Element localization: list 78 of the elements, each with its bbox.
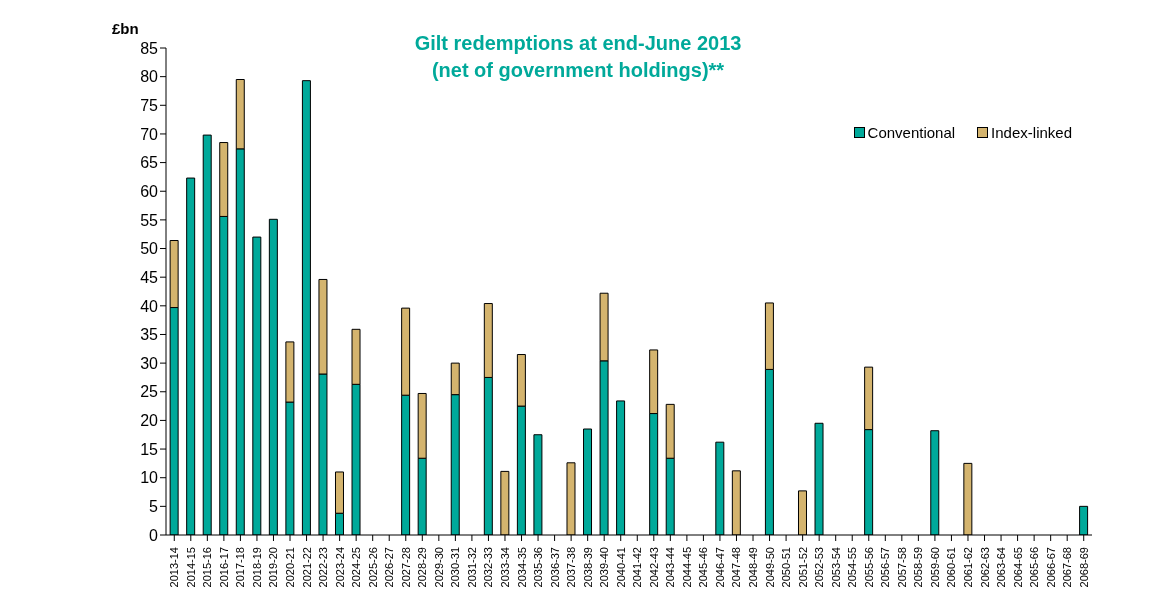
x-tick-label: 2022-23: [317, 547, 330, 588]
y-tick-label: 55: [140, 211, 159, 229]
y-tick-label: 45: [140, 268, 159, 286]
x-tick-label: 2050-51: [780, 547, 793, 588]
x-tick-label: 2029-30: [432, 547, 445, 588]
x-tick-label: 2039-40: [598, 547, 611, 588]
x-tick-label: 2057-58: [895, 547, 908, 588]
x-tick-label: 2035-36: [532, 547, 545, 588]
x-tick-label: 2018-19: [250, 547, 263, 588]
x-tick-label: 2014-15: [184, 547, 197, 588]
x-tick-label: 2021-22: [300, 547, 313, 588]
x-tick-label: 2064-65: [1011, 547, 1024, 588]
y-tick-label: 10: [140, 469, 159, 487]
x-tick-label: 2068-69: [1077, 547, 1090, 588]
legend-label: Conventional: [866, 124, 956, 141]
x-tick-label: 2041-42: [631, 547, 644, 588]
y-tick-label: 70: [140, 125, 159, 143]
y-axis-title: £bn: [112, 20, 139, 37]
x-tick-label: 2025-26: [366, 547, 379, 588]
y-tick-label: 40: [140, 297, 159, 315]
x-tick-label: 2016-17: [217, 547, 230, 588]
x-tick-label: 2030-31: [449, 547, 462, 588]
x-tick-label: 2067-68: [1061, 547, 1074, 588]
x-tick-label: 2062-63: [978, 547, 991, 588]
x-tick-label: 2034-35: [515, 547, 528, 588]
x-tick-label: 2027-28: [399, 547, 412, 588]
x-tick-label: 2056-57: [879, 547, 892, 588]
x-tick-label: 2054-55: [846, 547, 859, 588]
x-tick-label: 2044-45: [680, 547, 693, 588]
chart-title: Gilt redemptions at end-June 2013 (net of government holdings)**: [413, 31, 743, 83]
x-tick-label: 2065-66: [1028, 547, 1041, 588]
x-tick-label: 2033-34: [498, 547, 511, 588]
x-tick-label: 2047-48: [730, 547, 743, 588]
y-tick-label: 65: [140, 154, 159, 172]
y-tick-label: 60: [140, 182, 159, 200]
x-tick-label: 2031-32: [465, 547, 478, 588]
x-tick-label: 2023-24: [333, 547, 346, 588]
y-tick-label: 85: [140, 39, 159, 57]
x-tick-label: 2051-52: [796, 547, 809, 588]
y-tick-label: 20: [140, 412, 159, 430]
y-tick-label: 15: [140, 440, 159, 458]
legend-label: Index-linked: [990, 124, 1072, 141]
x-tick-label: 2024-25: [350, 547, 363, 588]
x-tick-label: 2037-38: [565, 547, 578, 588]
y-tick-label: 30: [140, 354, 159, 372]
x-tick-label: 2015-16: [201, 547, 214, 588]
x-tick-label: 2026-27: [383, 547, 396, 588]
y-tick-label: 5: [149, 498, 159, 516]
x-tick-label: 2052-53: [813, 547, 826, 588]
y-tick-label: 75: [140, 96, 159, 114]
x-tick-label: 2049-50: [763, 547, 776, 588]
x-tick-label: 2048-49: [747, 547, 760, 588]
x-tick-label: 2028-29: [416, 547, 429, 588]
x-tick-label: 2032-33: [482, 547, 495, 588]
x-tick-label: 2040-41: [614, 547, 627, 588]
x-tick-label: 2042-43: [647, 547, 660, 588]
x-tick-label: 2061-62: [961, 547, 974, 588]
y-tick-label: 25: [140, 383, 159, 401]
x-tick-label: 2046-47: [713, 547, 726, 588]
x-tick-label: 2045-46: [697, 547, 710, 588]
x-tick-label: 2017-18: [234, 547, 247, 588]
x-tick-label: 2019-20: [267, 547, 280, 588]
y-tick-label: 80: [140, 68, 159, 86]
x-tick-label: 2020-21: [284, 547, 297, 588]
y-tick-label: 35: [140, 326, 159, 344]
x-tick-label: 2013-14: [168, 547, 181, 588]
x-tick-label: 2058-59: [912, 547, 925, 588]
x-tick-label: 2038-39: [581, 547, 594, 588]
y-tick-label: 50: [140, 240, 159, 258]
x-tick-label: 2055-56: [862, 547, 875, 588]
x-tick-label: 2060-61: [945, 547, 958, 588]
x-tick-label: 2063-64: [995, 547, 1008, 588]
x-tick-label: 2059-60: [928, 547, 941, 588]
x-tick-label: 2053-54: [829, 547, 842, 588]
y-tick-label: 0: [149, 526, 159, 544]
x-tick-label: 2066-67: [1044, 547, 1057, 588]
x-tick-label: 2043-44: [664, 547, 677, 588]
x-tick-label: 2036-37: [548, 547, 561, 588]
